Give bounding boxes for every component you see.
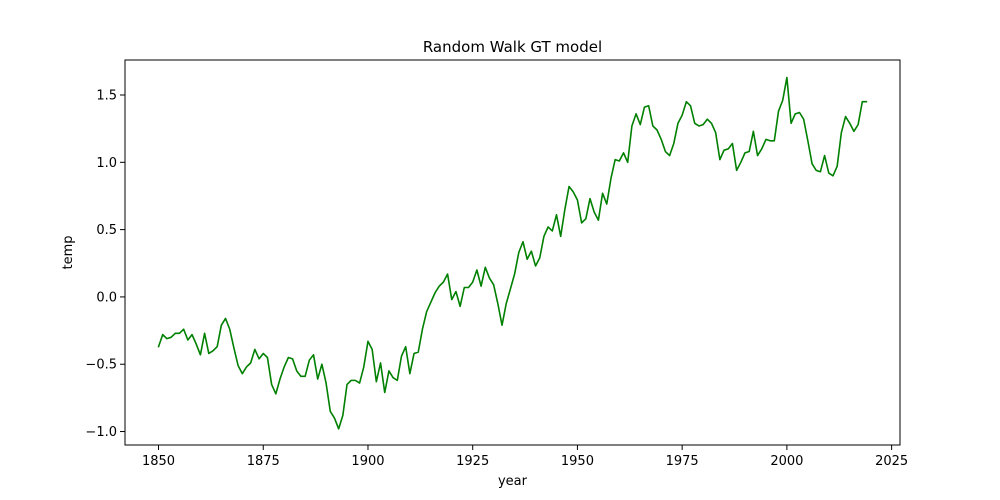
x-axis-label: year: [498, 474, 528, 489]
y-tick-label: 1.0: [96, 156, 117, 171]
x-tick-label: 1925: [456, 454, 489, 469]
y-axis-ticks: −1.0 −0.5 0.0 0.5 1.0 1.5: [85, 89, 125, 440]
x-tick-label: 1950: [561, 454, 594, 469]
y-tick-label: −1.0: [85, 425, 117, 440]
plot-frame: [124, 59, 901, 446]
x-tick-label: 1850: [142, 454, 175, 469]
x-tick-label: 1975: [666, 454, 699, 469]
plot-area: [125, 60, 900, 445]
x-tick-label: 1875: [247, 454, 280, 469]
x-tick-label: 1900: [351, 454, 384, 469]
y-tick-label: 1.5: [96, 89, 117, 104]
series-layer: [157, 76, 868, 430]
y-tick-label: 0.5: [96, 223, 117, 238]
x-axis-ticks: 1850 1875 1900 1925 1950 1975 2000 2025: [142, 445, 908, 469]
series-line-0: [157, 76, 868, 430]
x-tick-label: 2000: [770, 454, 803, 469]
x-tick-label: 2025: [875, 454, 908, 469]
y-tick-label: 0.0: [96, 290, 117, 305]
y-axis-label: temp: [61, 235, 76, 269]
chart-title: Random Walk GT model: [423, 38, 602, 56]
y-tick-label: −0.5: [85, 358, 117, 373]
